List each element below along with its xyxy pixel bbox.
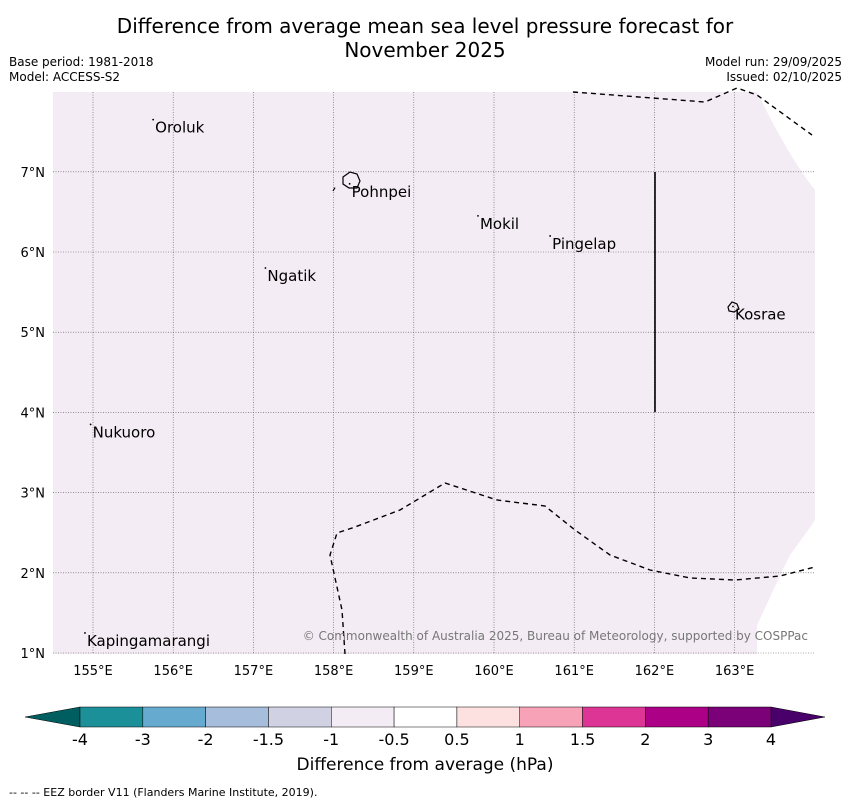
lat-tick-label: 7°N bbox=[21, 166, 46, 181]
map-title: Difference from average mean sea level p… bbox=[0, 14, 850, 62]
title-line-2: November 2025 bbox=[344, 38, 506, 62]
colorbar-tick-label: -0.5 bbox=[378, 730, 409, 749]
lon-tick-label: 155°E bbox=[73, 664, 113, 679]
copyright-notice: © Commonwealth of Australia 2025, Bureau… bbox=[303, 629, 808, 643]
colorbar-tick-label: -3 bbox=[135, 730, 151, 749]
colorbar-swatch bbox=[645, 706, 709, 728]
lat-tick-label: 6°N bbox=[21, 246, 46, 261]
lon-tick-label: 162°E bbox=[635, 664, 675, 679]
kosrae-island bbox=[727, 301, 740, 313]
colorbar-tick-label: -4 bbox=[72, 730, 88, 749]
lat-tick-label: 3°N bbox=[21, 487, 46, 502]
lat-tick-label: 4°N bbox=[21, 406, 46, 421]
map-area: Oroluk Pohnpei Mokil Pingelap Ngatik Kosrae Nu… bbox=[53, 87, 816, 655]
axis-labels: 155°E 156°E 157°E 158°E 159°E 160°E 161°E 162°E… bbox=[21, 166, 755, 679]
colorbar-tick-label: -2 bbox=[198, 730, 214, 749]
colorbar-swatch bbox=[268, 706, 332, 728]
colorbar-high-extend bbox=[770, 706, 826, 728]
lat-tick-label: 1°N bbox=[21, 647, 46, 662]
lat-tick-label: 2°N bbox=[21, 567, 46, 582]
place-marker bbox=[264, 267, 267, 269]
place-label: Pohnpei bbox=[352, 183, 412, 201]
colorbar-tick-label: 1.5 bbox=[570, 730, 595, 749]
place-label: Kosrae bbox=[735, 306, 786, 324]
place-marker bbox=[348, 182, 351, 185]
colorbar-swatch bbox=[79, 706, 144, 728]
eez-border-south bbox=[329, 482, 816, 655]
colorbar-swatch bbox=[456, 706, 520, 728]
eez-border-pohnpei-stub bbox=[332, 185, 337, 192]
colorbar-swatch bbox=[582, 706, 646, 728]
place-marker bbox=[89, 423, 92, 426]
lon-tick-label: 158°E bbox=[314, 664, 354, 679]
model-run: Model run: 29/09/2025 bbox=[704, 55, 842, 69]
issued-date: Issued: 02/10/2025 bbox=[726, 70, 842, 84]
colorbar-tick-label: -1 bbox=[323, 730, 339, 749]
lon-tick-label: 161°E bbox=[554, 664, 594, 679]
pohnpei-island bbox=[342, 171, 361, 189]
place-marker bbox=[732, 305, 734, 308]
place-label: Nukuoro bbox=[93, 423, 156, 441]
base-period: Base period: 1981-2018 bbox=[9, 55, 154, 69]
colorbar-tick-label: 3 bbox=[703, 730, 713, 749]
place-label: Kapingamarangi bbox=[87, 632, 210, 650]
lon-tick-label: 157°E bbox=[234, 664, 274, 679]
place-label: Oroluk bbox=[155, 119, 204, 137]
colorbar-title: Difference from average (hPa) bbox=[296, 755, 554, 775]
place-marker bbox=[477, 215, 479, 217]
place-labels: Oroluk Pohnpei Mokil Pingelap Ngatik Kosrae Nu… bbox=[84, 119, 786, 650]
colorbar-tick-label: -1.5 bbox=[253, 730, 284, 749]
lon-tick-label: 160°E bbox=[474, 664, 514, 679]
colorbar-swatch bbox=[331, 706, 395, 728]
colorbar-swatch bbox=[519, 706, 583, 728]
pressure-fill-region bbox=[53, 92, 815, 654]
colorbar-swatch bbox=[707, 706, 772, 728]
lat-tick-label: 5°N bbox=[21, 326, 46, 341]
lon-tick-label: 159°E bbox=[394, 664, 434, 679]
meta-left: Base period: 1981-2018 Model: ACCESS-S2 bbox=[9, 55, 154, 85]
model-name: Model: ACCESS-S2 bbox=[9, 70, 121, 84]
colorbar-low-extend bbox=[24, 706, 81, 728]
colorbar-swatch bbox=[142, 706, 206, 728]
colorbar-tick-label: 1 bbox=[515, 730, 525, 749]
place-marker bbox=[152, 118, 155, 121]
place-marker bbox=[84, 632, 86, 634]
eez-border-north bbox=[572, 87, 813, 136]
place-label: Pingelap bbox=[552, 235, 616, 253]
colorbar-tick-label: 0.5 bbox=[444, 730, 469, 749]
colorbar-tick-label: 2 bbox=[640, 730, 650, 749]
colorbar-swatch bbox=[393, 706, 458, 728]
eez-legend-note: -- -- -- EEZ border V11 (Flanders Marine… bbox=[9, 786, 318, 799]
meta-right: Model run: 29/09/2025 Issued: 02/10/2025 bbox=[705, 55, 842, 85]
lon-tick-label: 156°E bbox=[153, 664, 193, 679]
colorbar-tick-label: 4 bbox=[766, 730, 776, 749]
colorbar: -4 -3 -2 -1.5 -1 -0.5 0.5 1 1.5 2 3 4 bbox=[24, 706, 826, 749]
place-marker bbox=[549, 235, 552, 237]
title-line-1: Difference from average mean sea level p… bbox=[116, 14, 734, 38]
colorbar-swatch bbox=[205, 706, 269, 728]
place-label: Mokil bbox=[480, 215, 519, 233]
place-label: Ngatik bbox=[267, 267, 316, 285]
lon-tick-label: 163°E bbox=[715, 664, 755, 679]
